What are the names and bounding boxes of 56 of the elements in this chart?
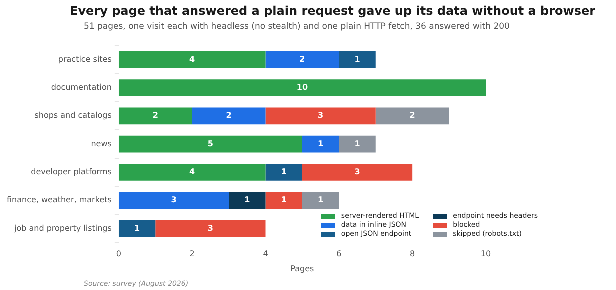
data-label: 4 (190, 54, 196, 64)
data-label: 2 (226, 111, 232, 120)
y-tick-label: finance, weather, markets (6, 196, 112, 205)
data-label: 1 (354, 54, 361, 64)
bar (156, 220, 266, 238)
data-label: 1 (318, 196, 324, 205)
x-tick-label: 0 (116, 250, 122, 259)
bar (118, 220, 156, 238)
data-label: 1 (244, 196, 251, 205)
bar (266, 164, 302, 181)
data-label: 1 (281, 168, 288, 177)
data-label: 3 (171, 196, 177, 205)
bar (339, 51, 376, 68)
chart-title: Every page that answered a plain request gave up its data without a browser (70, 4, 596, 18)
data-label: 1 (281, 196, 288, 205)
bar (266, 192, 302, 210)
bar (302, 192, 340, 210)
x-tick-label: 10 (480, 250, 492, 259)
y-tick-label: news (91, 139, 112, 148)
y-tick-label: shops and catalogs (34, 111, 112, 120)
data-label: 3 (354, 168, 360, 177)
bar (118, 192, 230, 210)
y-tick-label: developer platforms (31, 168, 112, 177)
bar (229, 192, 266, 210)
bar (376, 108, 450, 125)
x-tick-label: 4 (263, 250, 268, 259)
bar (118, 51, 266, 68)
data-label: 10 (296, 83, 308, 92)
y-tick-label: practice sites (58, 54, 112, 64)
data-label: 1 (354, 139, 361, 148)
bar (118, 80, 486, 96)
x-tick-label: 2 (190, 250, 195, 259)
data-label: 1 (318, 139, 324, 148)
data-label: 2 (300, 54, 306, 64)
data-label: 2 (152, 111, 158, 120)
y-tick-label: job and property listings (13, 224, 112, 233)
bar (118, 164, 266, 181)
bar (118, 108, 192, 125)
bar (339, 136, 376, 153)
data-label: 3 (208, 224, 214, 233)
bar (266, 51, 340, 68)
data-label: 2 (410, 111, 416, 120)
data-label: 4 (190, 168, 196, 177)
data-label: 1 (134, 224, 140, 233)
bar (192, 108, 266, 125)
y-tick-label: documentation (51, 83, 112, 92)
bar (302, 164, 413, 181)
bar (266, 108, 376, 125)
data-label: 5 (208, 139, 214, 148)
chart-subtitle: 51 pages, one visit each with headless (no stealth) and one plain HTTP fetch, 36 answered with 200 (84, 22, 510, 32)
x-tick-label: 6 (336, 250, 342, 259)
bar (118, 136, 302, 153)
x-tick-label: 8 (410, 250, 416, 259)
x-axis-title: Pages (290, 264, 314, 274)
bar (302, 136, 340, 153)
data-label: 3 (318, 111, 324, 120)
